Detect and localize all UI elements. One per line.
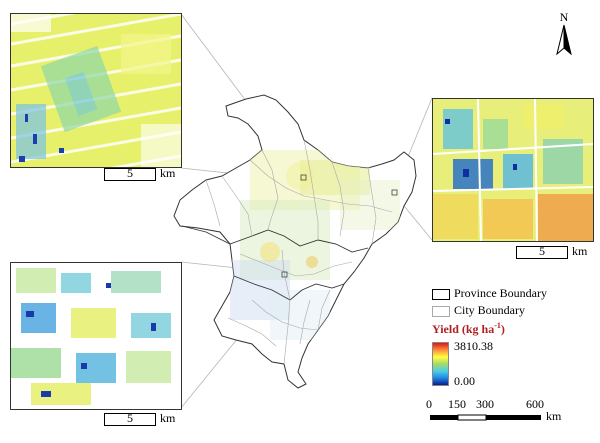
legend-city-label: City Boundary xyxy=(454,303,525,317)
north-label: N xyxy=(559,10,569,24)
scale-tick-label-300: 300 xyxy=(476,397,494,411)
inset-scale-value: 5 xyxy=(127,411,133,425)
legend-city-swatch xyxy=(432,306,450,317)
scale-tick-label-150: 150 xyxy=(448,397,466,411)
scale-tick-label-0: 0 xyxy=(426,397,432,411)
inset-scale-bar: 5 xyxy=(516,244,568,259)
yield-min-label: 0.00 xyxy=(454,374,475,388)
yield-title-prefix: Yield (kg ha xyxy=(432,322,495,336)
scale-unit-label: km xyxy=(546,409,562,423)
scale-tick-label-600: 600 xyxy=(526,397,544,411)
inset-location-marker xyxy=(281,271,288,278)
inset-image-top-left xyxy=(11,14,181,167)
legend-province-swatch xyxy=(432,289,450,300)
city-boundaries xyxy=(205,139,393,365)
inset-scale-value: 5 xyxy=(127,166,133,180)
yield-color-ramp xyxy=(432,342,449,386)
inset-location-marker xyxy=(391,189,398,196)
inset-right xyxy=(432,98,594,242)
inset-scale-unit: km xyxy=(160,411,176,425)
inset-image-right xyxy=(433,99,593,241)
north-arrow-icon xyxy=(556,24,572,56)
inset-scale-unit: km xyxy=(160,166,176,180)
yield-title-sup: -1 xyxy=(494,321,501,330)
yield-max-label: 3810.38 xyxy=(454,339,493,353)
province-boundaries xyxy=(181,225,369,301)
inset-scale-unit: km xyxy=(572,244,588,258)
legend-yield-title: Yield (kg ha-1) xyxy=(432,321,505,337)
north-arrow: N xyxy=(552,10,576,56)
main-map xyxy=(173,94,417,389)
main-scale-bar: 0 150 300 600 km xyxy=(426,397,600,427)
inset-top-left xyxy=(10,13,182,168)
yield-title-suffix: ) xyxy=(500,322,505,336)
inset-scale-value: 5 xyxy=(539,244,545,258)
inset-location-marker xyxy=(300,174,307,181)
inset-scale-bar: 5 xyxy=(104,166,156,181)
inset-scale-bar: 5 xyxy=(104,411,156,426)
legend-province-label: Province Boundary xyxy=(454,286,547,300)
inset-bottom-left xyxy=(10,262,182,410)
inset-image-bottom-left xyxy=(11,263,181,409)
scale-bar-graphic xyxy=(430,414,541,421)
